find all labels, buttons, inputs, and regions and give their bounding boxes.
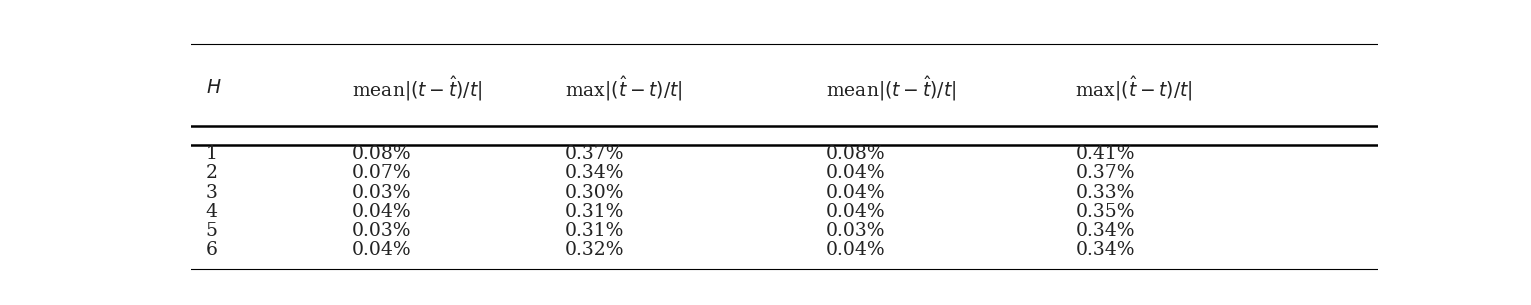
Text: 0.04%: 0.04% (827, 164, 886, 182)
Text: 0.08%: 0.08% (352, 145, 412, 163)
Text: 5: 5 (205, 222, 217, 240)
Text: 0.04%: 0.04% (827, 241, 886, 259)
Text: 0.37%: 0.37% (565, 145, 625, 163)
Text: 0.35%: 0.35% (1075, 203, 1134, 221)
Text: 0.30%: 0.30% (565, 184, 625, 202)
Text: 0.33%: 0.33% (1075, 184, 1134, 202)
Text: 0.04%: 0.04% (352, 241, 412, 259)
Text: 0.31%: 0.31% (565, 203, 625, 221)
Text: 0.31%: 0.31% (565, 222, 625, 240)
Text: 0.04%: 0.04% (352, 203, 412, 221)
Text: 4: 4 (205, 203, 217, 221)
Text: 0.32%: 0.32% (565, 241, 625, 259)
Text: 0.03%: 0.03% (827, 222, 885, 240)
Text: max$|(\hat{t}-t)/t|$: max$|(\hat{t}-t)/t|$ (1075, 74, 1193, 103)
Text: 0.03%: 0.03% (352, 222, 410, 240)
Text: 3: 3 (205, 184, 217, 202)
Text: 0.03%: 0.03% (352, 184, 410, 202)
Text: mean$|(t-\hat{t})/t|$: mean$|(t-\hat{t})/t|$ (827, 74, 957, 103)
Text: 6: 6 (205, 241, 217, 259)
Text: mean$|(t-\hat{t})/t|$: mean$|(t-\hat{t})/t|$ (352, 74, 482, 103)
Text: $H$: $H$ (205, 79, 220, 97)
Text: 1: 1 (205, 145, 217, 163)
Text: max$|(\hat{t}-t)/t|$: max$|(\hat{t}-t)/t|$ (565, 74, 683, 103)
Text: 0.41%: 0.41% (1075, 145, 1134, 163)
Text: 0.07%: 0.07% (352, 164, 412, 182)
Text: 0.34%: 0.34% (1075, 222, 1134, 240)
Text: 0.04%: 0.04% (827, 184, 886, 202)
Text: 2: 2 (205, 164, 217, 182)
Text: 0.37%: 0.37% (1075, 164, 1134, 182)
Text: 0.34%: 0.34% (565, 164, 625, 182)
Text: 0.04%: 0.04% (827, 203, 886, 221)
Text: 0.34%: 0.34% (1075, 241, 1134, 259)
Text: 0.08%: 0.08% (827, 145, 886, 163)
